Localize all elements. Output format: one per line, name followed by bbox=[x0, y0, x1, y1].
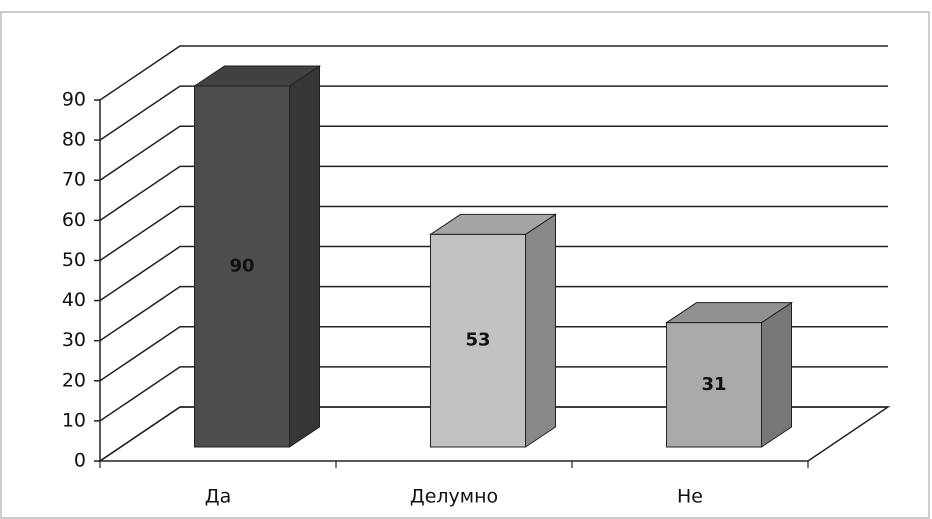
grid-line bbox=[99, 45, 888, 101]
y-tick-label: 90 bbox=[62, 89, 86, 111]
x-tick-label: Делумно bbox=[410, 486, 498, 508]
grid-line bbox=[99, 326, 888, 382]
grid-line bbox=[99, 406, 888, 462]
y-tick-label: 80 bbox=[62, 129, 86, 151]
grid-line bbox=[99, 205, 888, 262]
grid-line bbox=[99, 165, 888, 221]
y-tick-label: 70 bbox=[62, 169, 86, 191]
bar-side bbox=[761, 301, 792, 448]
y-tick-label: 50 bbox=[62, 249, 86, 271]
grid-line bbox=[99, 285, 888, 342]
value-label: 53 bbox=[465, 330, 490, 351]
grid-line bbox=[99, 125, 888, 181]
x-tick-label: Не bbox=[677, 486, 703, 508]
bar-side bbox=[289, 65, 320, 448]
bar bbox=[194, 85, 290, 448]
y-tick-label: 20 bbox=[62, 369, 86, 391]
y-tick-label: 10 bbox=[62, 409, 86, 431]
value-label: 31 bbox=[701, 374, 726, 395]
y-tick-label: 60 bbox=[62, 209, 86, 231]
bar bbox=[430, 233, 526, 448]
y-tick-label: 40 bbox=[62, 289, 86, 311]
bar bbox=[666, 322, 762, 448]
y-tick-label: 0 bbox=[74, 450, 86, 472]
grid-line bbox=[99, 85, 888, 141]
grid-line bbox=[99, 245, 888, 302]
value-label: 90 bbox=[229, 256, 254, 277]
y-tick-label: 30 bbox=[62, 329, 86, 351]
grid-line bbox=[99, 366, 888, 422]
bar-side bbox=[525, 213, 556, 448]
x-tick-label: Да bbox=[205, 486, 232, 508]
